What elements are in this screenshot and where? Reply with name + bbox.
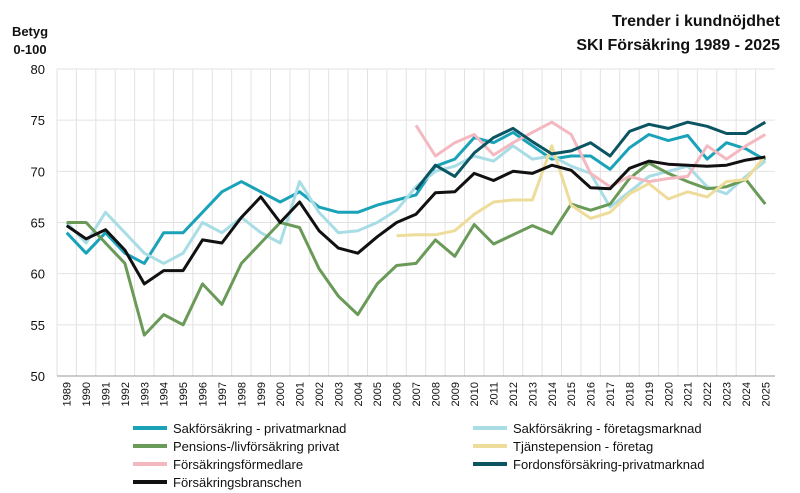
- x-tick-label: 2011: [489, 382, 501, 406]
- y-tick-label: 55: [31, 318, 45, 333]
- x-tick-label: 2007: [411, 382, 423, 406]
- series-line: [396, 144, 767, 238]
- x-tick-label: 1995: [178, 382, 190, 406]
- x-tick-label: 2021: [683, 382, 695, 406]
- legend-label: Försäkringsbranschen: [173, 475, 302, 490]
- series-line: [414, 120, 767, 191]
- legend-label: Sakförsäkring - företagsmarknad: [513, 421, 702, 436]
- chart-title: Trender i kundnöjdhet: [612, 13, 781, 30]
- x-tick-label: 1992: [120, 382, 132, 406]
- x-tick-label: 2003: [333, 382, 345, 406]
- legend-label: Tjänstepension - företag: [513, 439, 653, 454]
- x-tick-label: 2022: [702, 382, 714, 406]
- series-line: [414, 120, 767, 189]
- series-line: [66, 161, 767, 337]
- y-tick-label: 65: [31, 216, 45, 231]
- x-tick-label: 2004: [353, 382, 365, 406]
- x-tick-label: 2012: [508, 382, 520, 406]
- legend-label: Sakförsäkring - privatmarknad: [173, 421, 346, 436]
- x-tick-label: 1994: [159, 382, 171, 406]
- x-tick-label: 1998: [236, 382, 248, 406]
- x-tick-label: 1999: [256, 382, 268, 406]
- x-tick-label: 2015: [566, 382, 578, 406]
- x-tick-label: 2009: [450, 382, 462, 406]
- x-tick-label: 2006: [392, 382, 404, 406]
- x-tick-label: 2025: [760, 382, 772, 406]
- x-tick-label: 2019: [644, 382, 656, 406]
- y-tick-label: 80: [31, 62, 45, 77]
- x-tick-label: 2013: [527, 382, 539, 406]
- x-tick-label: 2002: [314, 382, 326, 406]
- series-line: [65, 130, 767, 265]
- legend-label: Försäkringsförmedlare: [173, 457, 303, 472]
- legend-label: Pensions-/livförsäkring privat: [173, 439, 340, 454]
- y-label: Betyg: [12, 24, 48, 39]
- x-tick-label: 2024: [741, 382, 753, 406]
- y-tick-label: 75: [31, 113, 45, 128]
- x-tick-label: 1991: [101, 382, 113, 406]
- x-tick-label: 1996: [198, 382, 210, 406]
- y-label: 0-100: [13, 42, 46, 57]
- y-tick-label: 50: [31, 369, 45, 384]
- x-tick-label: 2001: [295, 382, 307, 406]
- x-tick-label: 2020: [663, 382, 675, 406]
- x-tick-label: 2016: [586, 382, 598, 406]
- x-tick-label: 2018: [624, 382, 636, 406]
- legend-label: Fordonsförsäkring-privatmarknad: [513, 457, 704, 472]
- x-tick-label: 2008: [430, 382, 442, 406]
- x-tick-label: 2005: [372, 382, 384, 406]
- x-tick-label: 1990: [81, 382, 93, 406]
- series-line: [65, 144, 767, 265]
- x-tick-label: 2014: [547, 382, 559, 406]
- y-tick-label: 70: [31, 164, 45, 179]
- x-tick-label: 1993: [139, 382, 151, 406]
- x-tick-label: 2023: [721, 382, 733, 406]
- chart-subtitle: SKI Försäkring 1989 - 2025: [576, 37, 780, 54]
- series-line: [65, 155, 766, 286]
- y-tick-label: 60: [31, 267, 45, 282]
- x-tick-label: 2010: [469, 382, 481, 406]
- x-tick-label: 1989: [62, 382, 74, 406]
- x-tick-label: 1997: [217, 382, 229, 406]
- x-tick-label: 2017: [605, 382, 617, 406]
- x-tick-label: 2000: [275, 382, 287, 406]
